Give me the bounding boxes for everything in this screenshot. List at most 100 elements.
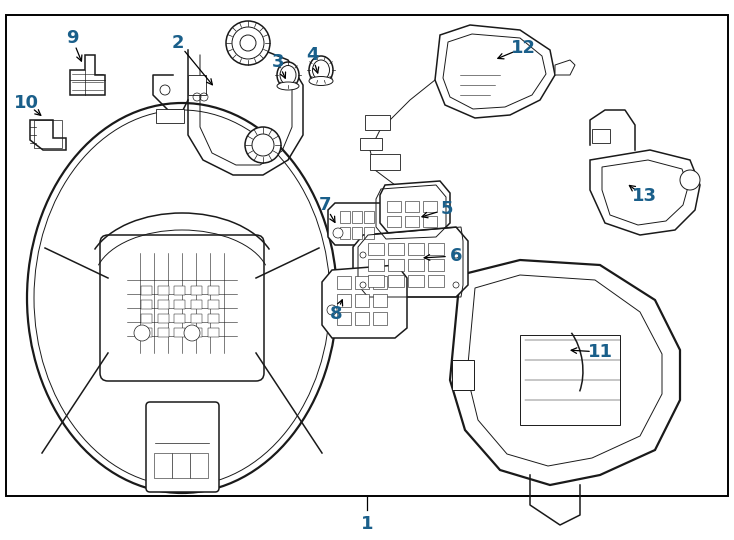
- Bar: [373, 294, 387, 307]
- Bar: [368, 243, 384, 255]
- Ellipse shape: [27, 103, 337, 493]
- Bar: [408, 275, 424, 287]
- Bar: [337, 276, 351, 289]
- Polygon shape: [353, 227, 468, 297]
- Bar: [352, 227, 362, 239]
- Bar: [388, 275, 404, 287]
- Bar: [428, 259, 444, 271]
- Bar: [408, 243, 424, 255]
- Bar: [388, 259, 404, 271]
- Bar: [423, 201, 437, 212]
- Circle shape: [226, 21, 270, 65]
- Bar: [174, 300, 185, 309]
- Bar: [208, 286, 219, 295]
- Bar: [368, 275, 384, 287]
- Bar: [388, 243, 404, 255]
- Text: 11: 11: [587, 343, 612, 361]
- Bar: [423, 216, 437, 227]
- Bar: [428, 275, 444, 287]
- Bar: [208, 328, 219, 337]
- Bar: [191, 328, 202, 337]
- Bar: [191, 314, 202, 323]
- Bar: [141, 314, 152, 323]
- Bar: [337, 312, 351, 325]
- Bar: [208, 300, 219, 309]
- Circle shape: [333, 228, 343, 238]
- Polygon shape: [322, 265, 407, 338]
- Bar: [373, 312, 387, 325]
- Bar: [34, 120, 62, 148]
- Text: 12: 12: [511, 39, 536, 57]
- Polygon shape: [70, 55, 105, 95]
- Polygon shape: [435, 25, 555, 118]
- Bar: [340, 211, 350, 223]
- Bar: [592, 129, 610, 143]
- Bar: [355, 276, 369, 289]
- Bar: [191, 300, 202, 309]
- Bar: [387, 216, 401, 227]
- Text: 7: 7: [319, 196, 331, 214]
- Bar: [520, 335, 620, 425]
- Bar: [355, 312, 369, 325]
- Text: 2: 2: [172, 34, 184, 52]
- Bar: [156, 109, 184, 123]
- Text: 13: 13: [631, 187, 656, 205]
- Text: 4: 4: [306, 46, 319, 64]
- Ellipse shape: [277, 82, 299, 90]
- Circle shape: [160, 85, 170, 95]
- Circle shape: [134, 325, 150, 341]
- Bar: [405, 201, 419, 212]
- Text: 3: 3: [272, 53, 284, 71]
- Bar: [141, 328, 152, 337]
- Polygon shape: [380, 181, 450, 235]
- Bar: [355, 294, 369, 307]
- Circle shape: [245, 127, 281, 163]
- Bar: [174, 328, 185, 337]
- Circle shape: [184, 325, 200, 341]
- Bar: [6, 15, 728, 496]
- Text: 10: 10: [13, 94, 38, 112]
- Bar: [172, 453, 190, 478]
- FancyBboxPatch shape: [100, 235, 264, 381]
- Bar: [387, 201, 401, 212]
- Polygon shape: [30, 120, 66, 150]
- Text: 8: 8: [330, 305, 342, 323]
- Bar: [208, 314, 219, 323]
- Bar: [141, 286, 152, 295]
- Bar: [408, 259, 424, 271]
- Bar: [370, 154, 400, 170]
- Polygon shape: [555, 60, 575, 75]
- Circle shape: [680, 170, 700, 190]
- FancyBboxPatch shape: [146, 402, 219, 492]
- Text: 9: 9: [66, 29, 79, 47]
- Text: 6: 6: [450, 247, 462, 265]
- Text: 1: 1: [360, 515, 374, 533]
- Bar: [337, 294, 351, 307]
- Bar: [373, 276, 387, 289]
- Bar: [365, 115, 390, 130]
- Bar: [158, 300, 169, 309]
- Bar: [174, 286, 185, 295]
- Bar: [191, 286, 202, 295]
- Polygon shape: [328, 203, 390, 245]
- Bar: [405, 216, 419, 227]
- Bar: [428, 243, 444, 255]
- Bar: [364, 227, 374, 239]
- Bar: [158, 314, 169, 323]
- Polygon shape: [450, 260, 680, 485]
- Ellipse shape: [309, 77, 333, 85]
- Bar: [141, 300, 152, 309]
- Bar: [452, 360, 474, 390]
- Ellipse shape: [277, 62, 299, 88]
- Bar: [188, 75, 206, 95]
- Bar: [364, 211, 374, 223]
- Bar: [352, 211, 362, 223]
- Polygon shape: [590, 150, 700, 235]
- Bar: [154, 453, 172, 478]
- Text: 5: 5: [440, 200, 454, 218]
- Bar: [368, 259, 384, 271]
- Ellipse shape: [309, 56, 333, 84]
- Bar: [158, 286, 169, 295]
- Bar: [158, 328, 169, 337]
- Bar: [340, 227, 350, 239]
